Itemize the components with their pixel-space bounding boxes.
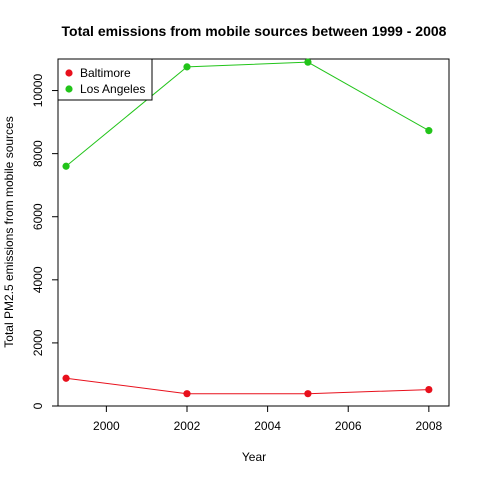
y-axis-label: Total PM2.5 emissions from mobile source…: [2, 116, 16, 347]
data-point-los-angeles: [62, 162, 70, 170]
data-point-baltimore: [425, 385, 433, 394]
legend-label: Los Angeles: [80, 82, 145, 96]
x-axis-label: Year: [242, 450, 266, 464]
series-line-los-angeles: [65, 61, 430, 167]
x-tick-label: 2000: [93, 419, 120, 433]
y-tick-label: 0: [31, 402, 45, 409]
y-tick-label: 4000: [31, 266, 45, 293]
x-axis: 2000 2002 2004 2006 2008: [93, 405, 443, 433]
x-tick-label: 2006: [335, 419, 362, 433]
legend-label: Baltimore: [80, 66, 131, 80]
y-tick-label: 10000: [31, 74, 45, 108]
x-tick-label: 2002: [174, 419, 201, 433]
data-point-los-angeles: [183, 63, 191, 71]
plot-frame: [57, 58, 450, 407]
x-tick-label: 2004: [254, 419, 281, 433]
data-point-los-angeles: [304, 58, 312, 66]
series-layer: [62, 58, 433, 398]
legend: Baltimore Los Angeles: [57, 58, 153, 101]
data-point-los-angeles: [425, 127, 433, 135]
x-tick-label: 2008: [415, 419, 442, 433]
y-tick-label: 8000: [31, 140, 45, 167]
data-point-baltimore: [304, 390, 312, 398]
legend-box: [57, 58, 153, 101]
y-tick-label: 6000: [31, 203, 45, 230]
chart-title: Total emissions from mobile sources betw…: [62, 23, 447, 39]
data-point-baltimore: [183, 390, 191, 398]
legend-marker: [65, 85, 73, 93]
data-point-baltimore: [62, 374, 70, 382]
y-tick-label: 2000: [31, 329, 45, 356]
series-line-baltimore: [65, 377, 429, 395]
y-axis: 0 2000 4000 6000 8000 10000: [31, 74, 59, 409]
legend-marker: [65, 69, 73, 77]
